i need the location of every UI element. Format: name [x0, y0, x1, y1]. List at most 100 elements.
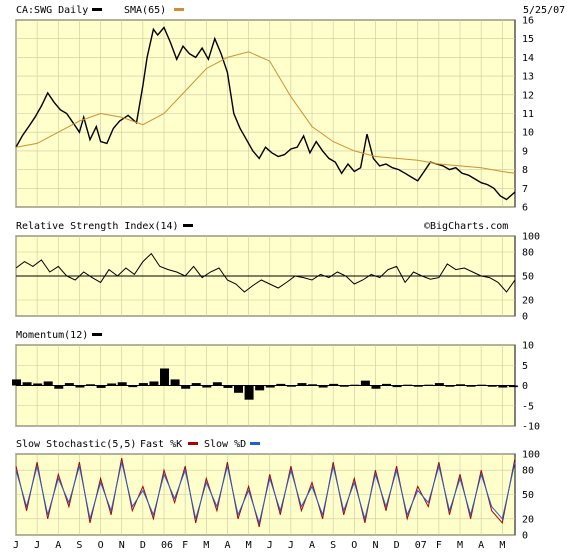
momentum-bar [212, 382, 222, 386]
momentum-bar [107, 383, 117, 386]
price-tick-label: 13 [522, 72, 534, 83]
rsi-series-0 [15, 252, 516, 293]
momentum-bar [382, 383, 392, 386]
sma-legend-swatch [174, 8, 184, 11]
price-series-1 [15, 51, 516, 174]
momentum-bar [434, 383, 444, 386]
month-label: D [140, 540, 146, 551]
momentum-bar [43, 381, 53, 386]
price-tick-label: 9 [522, 146, 528, 157]
month-label: M [203, 540, 209, 551]
momentum-bar [466, 385, 476, 387]
momentum-bar [255, 385, 265, 391]
momentum-bar [149, 381, 159, 386]
momentum-bar [191, 383, 201, 386]
momentum-bar [286, 385, 296, 387]
momentum-tick-label: 0 [522, 381, 528, 392]
momentum-bar [128, 385, 138, 388]
momentum-title: Momentum(12) [16, 330, 88, 341]
momentum-bar [360, 380, 370, 386]
momentum-panel: -10 -5 0 5 10 [12, 341, 540, 433]
stochastic-title: Slow Stochastic(5,5) [16, 439, 136, 450]
sma-label: SMA(65) [124, 5, 166, 16]
momentum-bar [223, 385, 233, 388]
momentum-bar [265, 385, 275, 388]
momentum-bar [329, 383, 339, 386]
symbol-label: CA:SWG Daily [16, 5, 88, 16]
month-label: N [119, 540, 125, 551]
month-label: F [182, 540, 188, 551]
momentum-tick-label: -5 [522, 401, 534, 412]
month-label: O [98, 540, 104, 551]
momentum-bar [477, 384, 487, 386]
month-label: N [372, 540, 378, 551]
price-tick-label: 16 [522, 16, 534, 27]
price-tick-label: 11 [522, 109, 534, 120]
watermark: ©BigCharts.com [424, 221, 508, 232]
momentum-bar [64, 383, 74, 386]
momentum-bar [424, 384, 434, 386]
x-axis: J J A S O N D 06 F M A M J J A S O N D 07 F M A M [13, 540, 505, 551]
price-tick-label: 14 [522, 53, 534, 64]
momentum-bar [297, 383, 307, 386]
price-tick-label: 6 [522, 203, 528, 214]
month-label: F [436, 540, 442, 551]
momentum-bar [22, 382, 32, 386]
rsi-tick-label: 20 [522, 296, 534, 307]
stochastic-tick-label: 20 [522, 514, 534, 525]
month-label: J [288, 540, 294, 551]
momentum-bar [33, 383, 43, 386]
price-panel: 6 7 8 9 10 11 12 13 14 15 16 [15, 16, 534, 214]
rsi-legend-swatch [183, 224, 193, 227]
momentum-bar [371, 385, 381, 389]
price-tick-label: 15 [522, 34, 534, 45]
momentum-bar [202, 385, 212, 388]
month-label: O [351, 540, 357, 551]
stochastic-series-1 [15, 461, 516, 525]
month-label: J [34, 540, 40, 551]
fast-k-legend-swatch [188, 442, 198, 445]
momentum-bar [138, 383, 148, 386]
fast-k-label: Fast %K [140, 439, 182, 450]
momentum-bar [54, 385, 64, 389]
momentum-bar [456, 384, 466, 386]
stochastic-tick-label: 0 [522, 531, 528, 542]
header-date: 5/25/07 [523, 5, 565, 16]
price-tick-label: 8 [522, 165, 528, 176]
month-label: S [330, 540, 336, 551]
month-label: A [55, 540, 61, 551]
price-series-0 [15, 26, 516, 201]
rsi-tick-label: 50 [522, 272, 534, 283]
slow-d-legend-swatch [250, 442, 260, 445]
momentum-bar [403, 384, 413, 386]
momentum-bar [170, 379, 180, 386]
momentum-tick-label: 10 [522, 341, 534, 352]
price-tick-label: 7 [522, 184, 528, 195]
month-label: A [224, 540, 230, 551]
momentum-bar [392, 385, 402, 388]
rsi-tick-label: 0 [522, 312, 528, 323]
rsi-panel: 0 20 50 80 100 [15, 232, 540, 323]
momentum-bar [244, 385, 254, 400]
stochastic-panel: 0 20 50 80 100 [15, 450, 540, 542]
month-label: M [246, 540, 252, 551]
month-label: M [499, 540, 505, 551]
momentum-bar [318, 385, 328, 388]
month-label: 07 [415, 540, 427, 551]
stochastic-tick-label: 50 [522, 490, 534, 501]
month-label: J [267, 540, 273, 551]
month-label: D [394, 540, 400, 551]
momentum-bar [117, 382, 127, 386]
momentum-bar [339, 385, 349, 387]
momentum-bar [12, 379, 21, 386]
momentum-bar [160, 368, 170, 386]
rsi-title: Relative Strength Index(14) [16, 221, 179, 232]
month-label: A [309, 540, 315, 551]
momentum-bar [96, 385, 106, 388]
momentum-bar [75, 385, 85, 388]
month-label: J [13, 540, 19, 551]
momentum-bar [86, 384, 96, 386]
momentum-tick-label: 5 [522, 361, 528, 372]
month-label: S [76, 540, 82, 551]
